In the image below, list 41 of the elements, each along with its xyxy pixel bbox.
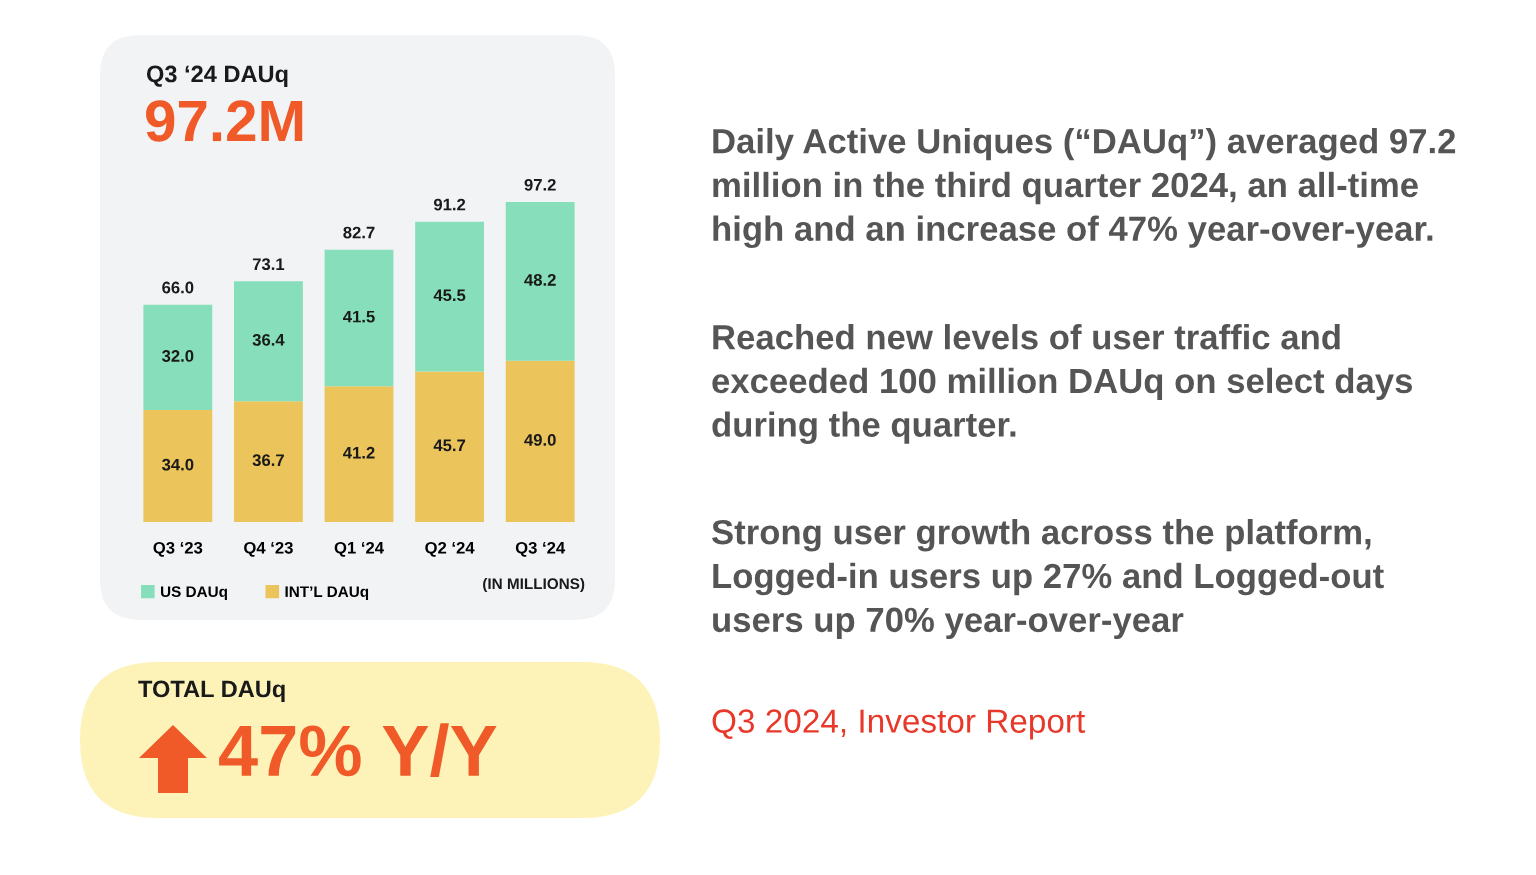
data-label: 48.2 (524, 274, 556, 286)
bar (505, 360, 575, 522)
text: Strong user growth across the platform, Logged-in users up 27% and Logged-out users up 70% year-over-year (712, 518, 1384, 640)
data-label: 45.7 (433, 439, 466, 452)
total-label: 66.0 (162, 281, 194, 294)
x-tick-label: Q2 ‘24 (425, 541, 475, 557)
data-label: 32.0 (161, 350, 194, 362)
data-label: 36.7 (252, 454, 284, 467)
data-label: 45.5 (433, 289, 466, 302)
total-label: 73.1 (252, 258, 285, 271)
total-label: 91.2 (433, 198, 466, 211)
text: TOTAL DAUq (138, 680, 285, 703)
bar (324, 386, 394, 522)
total-label: 82.7 (343, 226, 375, 239)
bar (233, 401, 303, 522)
bar (143, 304, 213, 411)
legend-label: INT’L DAUq (285, 586, 369, 601)
chart-title: Q3 ‘24 DAUq (146, 65, 288, 88)
x-tick-label: Q3 ‘24 (515, 541, 566, 557)
bar (415, 221, 485, 372)
text: 47% Y/Y (219, 723, 497, 778)
data-label: 34.0 (161, 458, 194, 471)
data-label: 41.2 (343, 446, 375, 459)
text: Reached new levels of user traffic and exceeded 100 million DAUq on select days during the quarter. (712, 324, 1413, 444)
bar (233, 281, 303, 402)
chart-subtitle: 97.2M (146, 100, 303, 142)
data-label: 49.0 (524, 434, 556, 446)
legend-label: US DAUq (161, 586, 227, 601)
bar (505, 202, 575, 361)
bar (415, 371, 485, 522)
x-tick-label: Q3 ‘23 (153, 541, 203, 557)
x-tick-label: Q1 ‘24 (334, 541, 384, 557)
text: Daily Active Uniques (“DAUq”) averaged 97.2 million in the third quarter 2024, an all-time high and an increase of 47% year-over-year. (713, 127, 1456, 249)
total-label: 97.2 (524, 178, 556, 191)
data-label: 41.5 (343, 310, 375, 323)
x-tick-label: Q4 ‘23 (244, 541, 293, 557)
bar (143, 410, 213, 522)
data-label: 36.4 (252, 333, 285, 346)
bar (324, 249, 394, 387)
text: Q3 2024, Investor Report (712, 709, 1086, 740)
text: (IN MILLIONS) (483, 577, 585, 593)
